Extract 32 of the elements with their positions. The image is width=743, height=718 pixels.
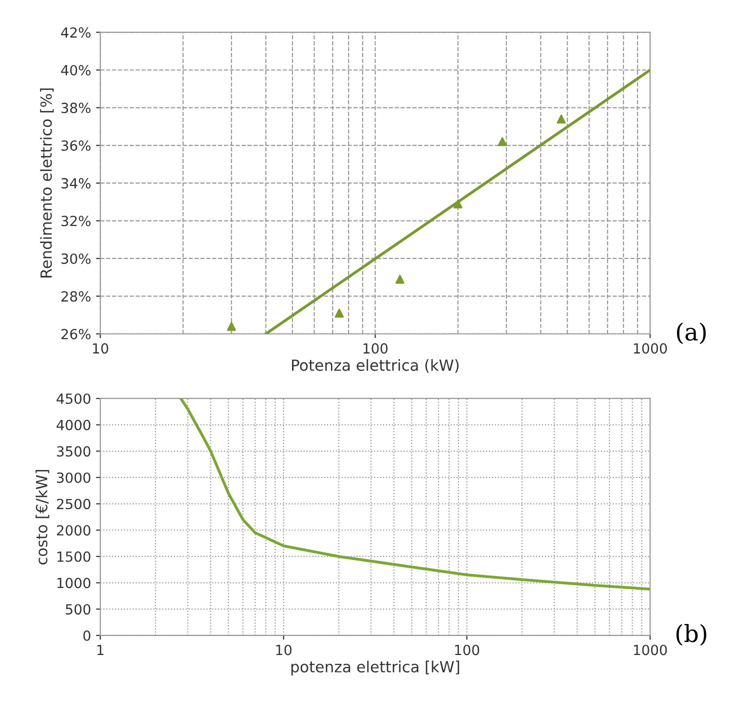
y-tick-label: 3500 xyxy=(56,446,90,457)
x-tick-label: 1000 xyxy=(634,343,667,354)
text: (a) xyxy=(676,322,706,344)
y-tick-label: 38% xyxy=(61,102,91,114)
y-tick-label: 1000 xyxy=(57,578,90,588)
x-tick-label: 100 xyxy=(455,644,480,656)
y-tick-label: 2000 xyxy=(56,525,90,536)
y-axis-title: Rendimento elettrico [%] xyxy=(40,88,54,278)
x-tick-label: 1 xyxy=(97,644,104,656)
y-axis-title: costo [€/kW] xyxy=(36,470,50,564)
x-axis-title: potenza elettrica [kW] xyxy=(291,660,460,676)
y-tick-label: 42% xyxy=(61,27,91,38)
y-tick-label: 500 xyxy=(66,604,90,615)
y-tick-label: 4000 xyxy=(56,420,90,430)
x-tick-label: 10 xyxy=(92,343,108,354)
x-axis-title: Potenza elettrica (kW) xyxy=(292,359,459,373)
x-tick-label: 10 xyxy=(276,644,292,656)
y-tick-label: 30% xyxy=(61,253,91,264)
x-tick-label: 1000 xyxy=(634,644,667,656)
y-tick-label: 28% xyxy=(61,291,91,302)
y-tick-label: 4500 xyxy=(56,393,90,404)
y-tick-label: 32% xyxy=(61,216,91,226)
y-tick-label: 36% xyxy=(61,140,91,151)
y-tick-label: 34% xyxy=(61,178,91,189)
y-tick-label: 2500 xyxy=(56,498,90,510)
y-tick-label: 26% xyxy=(61,328,91,340)
y-tick-label: 0 xyxy=(83,630,90,641)
y-tick-label: 1500 xyxy=(57,551,90,562)
text: (b) xyxy=(676,624,706,646)
y-tick-label: 40% xyxy=(61,64,91,76)
y-tick-label: 3000 xyxy=(56,472,90,483)
x-tick-label: 100 xyxy=(363,343,388,354)
